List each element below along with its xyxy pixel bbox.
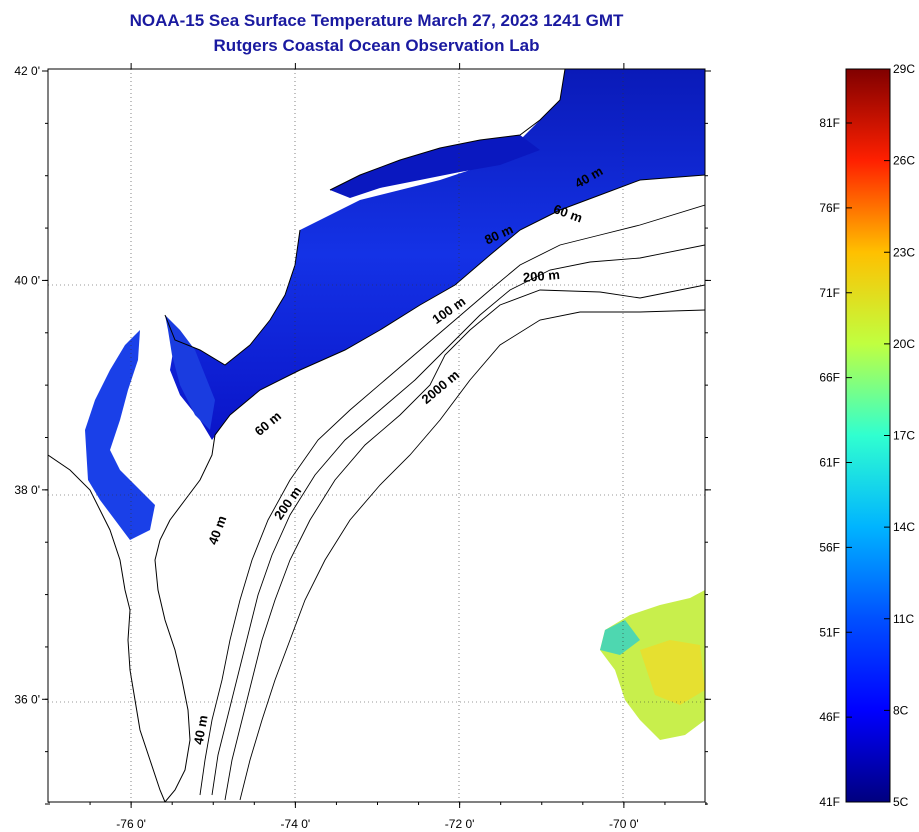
colorbar-fahrenheit-label: 76F — [819, 201, 840, 215]
colorbar-celsius-label: 23C — [893, 245, 915, 259]
map-frame — [47, 68, 706, 803]
colorbar — [845, 68, 891, 803]
colorbar-celsius-label: 14C — [893, 520, 915, 534]
colorbar-fahrenheit-label: 56F — [819, 540, 840, 554]
colorbar-fahrenheit-label: 46F — [819, 710, 840, 724]
sst-warm-core — [640, 640, 705, 705]
colorbar-labels: 29C 26C 23C 20C 17C 14C 11C 8C 5C 81F 76F 71F 66F 61F… — [819, 62, 915, 809]
sst-warm-edge — [600, 620, 640, 655]
contour-label: 60 m — [252, 408, 284, 439]
lon-tick-label: -70 0' — [609, 817, 639, 831]
sst-delaware-bay — [165, 315, 215, 430]
lon-tick-label: -76 0' — [116, 817, 146, 831]
contour-label: 40 m — [205, 514, 229, 547]
contour-label: 200 m — [522, 267, 560, 285]
lat-tick-label: 42 0' — [14, 64, 40, 78]
lat-tick-label: 38 0' — [14, 483, 40, 497]
colorbar-celsius-label: 20C — [893, 337, 915, 351]
colorbar-fahrenheit-label: 66F — [819, 371, 840, 385]
colorbar-celsius-label: 11C — [893, 612, 914, 626]
lat-tick-label: 40 0' — [14, 273, 40, 287]
contour-label: 200 m — [271, 484, 304, 523]
sst-cold-water — [170, 69, 705, 440]
graticule — [48, 69, 705, 802]
axis-labels: 42 0' 40 0' 38 0' 36 0' -76 0' -74 0' -72 0' -7… — [14, 64, 638, 831]
sst-chesapeake — [85, 330, 155, 540]
contour-label: 100 m — [429, 294, 468, 327]
colorbar-celsius-label: 26C — [893, 154, 915, 168]
colorbar-fahrenheit-label: 61F — [819, 456, 840, 470]
lon-tick-label: -74 0' — [281, 817, 311, 831]
lon-tick-label: -72 0' — [445, 817, 475, 831]
bathymetry-contours — [199, 204, 705, 801]
map-title: NOAA-15 Sea Surface Temperature March 27… — [129, 11, 624, 30]
axis-ticks — [42, 63, 711, 808]
contour-label: 2000 m — [419, 367, 462, 407]
colorbar-celsius-label: 29C — [893, 62, 915, 76]
map-subtitle: Rutgers Coastal Ocean Observation Lab — [213, 36, 540, 55]
colorbar-fahrenheit-label: 51F — [819, 625, 840, 639]
colorbar-fahrenheit-label: 81F — [819, 116, 840, 130]
contour-label: 40 m — [191, 714, 211, 746]
colorbar-celsius-label: 5C — [893, 795, 909, 809]
contour-label: 60 m — [551, 201, 584, 225]
colorbar-celsius-label: 17C — [893, 429, 915, 443]
colorbar-celsius-label: 8C — [893, 703, 909, 717]
lat-tick-label: 36 0' — [14, 692, 40, 706]
sst-long-island-sound — [330, 135, 540, 198]
colorbar-fahrenheit-label: 71F — [819, 286, 840, 300]
coastline — [48, 69, 705, 802]
colorbar-fahrenheit-label: 41F — [819, 795, 840, 809]
